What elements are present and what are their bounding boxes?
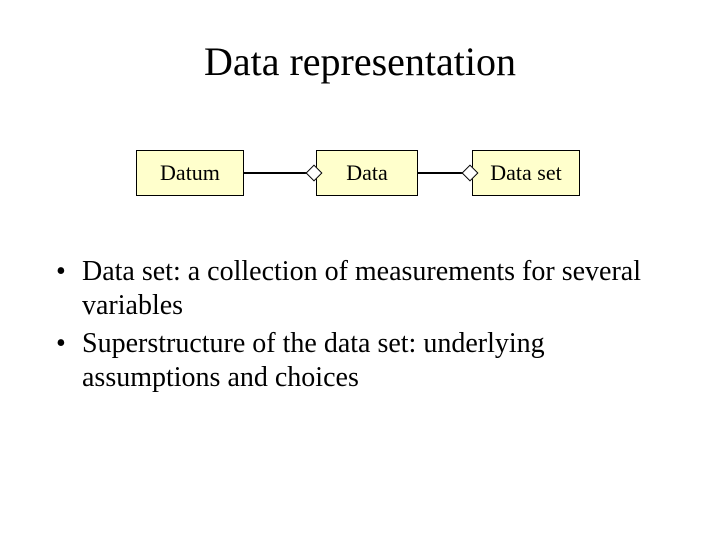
diagram-node-label: Data set: [490, 160, 561, 186]
page-title: Data representation: [0, 38, 720, 85]
bullet-text: Data set: a collection of measurements f…: [82, 256, 641, 321]
diagram-node-label: Data: [346, 160, 388, 186]
diagram-node-dataset: Data set: [472, 150, 580, 196]
bullet-text: Superstructure of the data set: underlyi…: [82, 328, 545, 393]
diagram-node-datum: Datum: [136, 150, 244, 196]
diagram: Datum Data Data set: [0, 140, 720, 220]
bullet-list: Data set: a collection of measurements f…: [54, 255, 666, 400]
list-item: Data set: a collection of measurements f…: [54, 255, 666, 323]
diagram-node-label: Datum: [160, 160, 220, 186]
slide: Data representation Datum Data Data set …: [0, 0, 720, 540]
list-item: Superstructure of the data set: underlyi…: [54, 327, 666, 395]
diagram-node-data: Data: [316, 150, 418, 196]
